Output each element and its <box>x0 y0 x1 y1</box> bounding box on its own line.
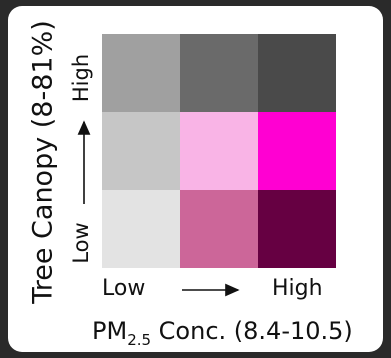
heatmap-cell-high-high <box>258 34 336 112</box>
x-low-label: Low <box>102 276 146 301</box>
heatmap-cell-medium-medium <box>180 112 258 190</box>
heatmap-cell-low-low <box>102 190 180 268</box>
heatmap-cell-medium-low <box>180 190 258 268</box>
x-axis-title: PM2.5 Conc. (8.4-10.5) <box>92 317 353 349</box>
heatmap-cell-low-high <box>102 34 180 112</box>
heatmap-cell-high-low <box>258 190 336 268</box>
x-axis-title-subscript: 2.5 <box>127 330 152 349</box>
heatmap-cell-high-medium <box>258 112 336 190</box>
heatmap-cell-medium-high <box>180 34 258 112</box>
x-high-label: High <box>272 276 323 301</box>
heatmap-cell-low-medium <box>102 112 180 190</box>
